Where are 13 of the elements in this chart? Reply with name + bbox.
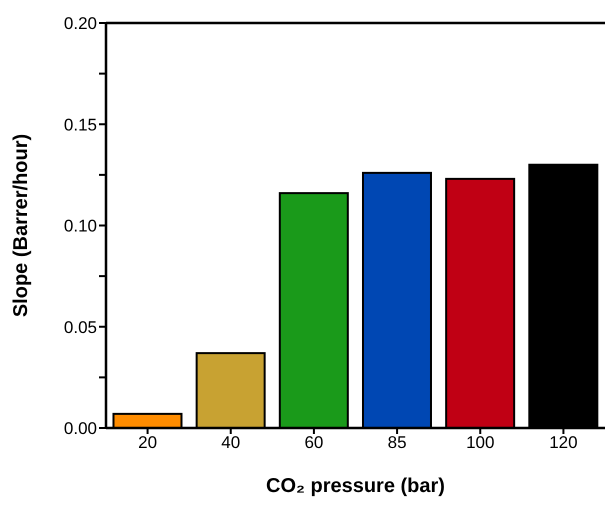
y-tick-label: 0.20 xyxy=(64,14,97,34)
y-axis-title: Slope (Barrer/hour) xyxy=(10,134,32,318)
y-tick-label: 0.15 xyxy=(64,115,97,134)
y-tick-label: 0.05 xyxy=(64,318,97,337)
x-tick-label: 100 xyxy=(466,433,494,452)
x-tick-label: 40 xyxy=(221,433,240,452)
x-tick-label: 60 xyxy=(304,433,324,452)
x-tick-label: 20 xyxy=(138,433,158,452)
y-tick-label: 0.10 xyxy=(64,216,97,236)
y-tick-label: 0.00 xyxy=(64,419,97,438)
x-axis-title: CO₂ pressure (bar) xyxy=(266,475,445,497)
x-tick-label: 85 xyxy=(388,433,407,452)
x-tick-label: 120 xyxy=(549,433,578,452)
